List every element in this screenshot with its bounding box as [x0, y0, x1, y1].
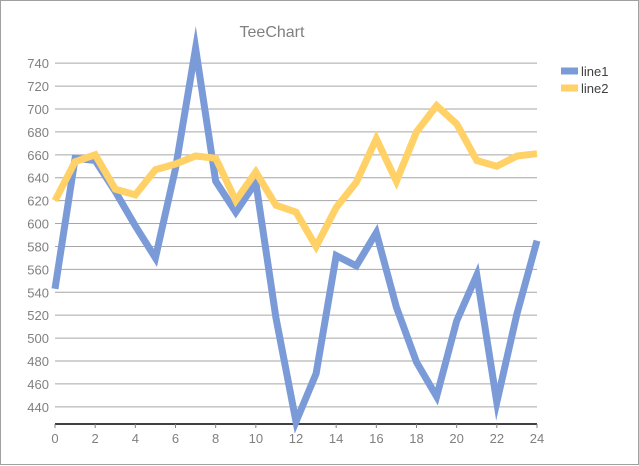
y-tick-label: 520: [27, 308, 49, 323]
x-tick-label: 18: [409, 431, 423, 446]
axes: 4404604805005205405605806006206406606807…: [27, 56, 544, 446]
legend-label: line1: [581, 64, 608, 79]
y-tick-label: 460: [27, 377, 49, 392]
x-tick-label: 20: [449, 431, 463, 446]
y-tick-label: 720: [27, 79, 49, 94]
x-tick-label: 12: [289, 431, 303, 446]
x-tick-label: 16: [369, 431, 383, 446]
x-tick-label: 4: [132, 431, 139, 446]
y-tick-label: 620: [27, 194, 49, 209]
y-tick-label: 680: [27, 125, 49, 140]
x-tick-label: 8: [212, 431, 219, 446]
gridlines: [55, 63, 537, 407]
chart-title: TeeChart: [240, 24, 305, 41]
x-tick-label: 10: [249, 431, 263, 446]
y-tick-label: 740: [27, 56, 49, 71]
y-tick-label: 540: [27, 285, 49, 300]
x-tick-label: 0: [51, 431, 58, 446]
y-tick-label: 660: [27, 148, 49, 163]
x-tick-label: 6: [172, 431, 179, 446]
y-tick-label: 500: [27, 331, 49, 346]
x-tick-label: 2: [92, 431, 99, 446]
legend[interactable]: line1 line2: [561, 64, 608, 96]
legend-item-line2[interactable]: line2: [561, 81, 608, 96]
y-tick-label: 560: [27, 262, 49, 277]
y-tick-label: 640: [27, 171, 49, 186]
y-tick-label: 600: [27, 217, 49, 232]
series-line-line1: [55, 48, 537, 421]
y-tick-label: 700: [27, 102, 49, 117]
y-tick-label: 480: [27, 354, 49, 369]
legend-item-line1[interactable]: line1: [561, 64, 608, 79]
x-tick-label: 14: [329, 431, 343, 446]
legend-label: line2: [581, 81, 608, 96]
y-tick-label: 440: [27, 400, 49, 415]
x-tick-label: 22: [490, 431, 504, 446]
series-lines: [55, 48, 537, 422]
y-tick-label: 580: [27, 239, 49, 254]
series-line-line2: [55, 106, 537, 247]
x-tick-label: 24: [530, 431, 544, 446]
